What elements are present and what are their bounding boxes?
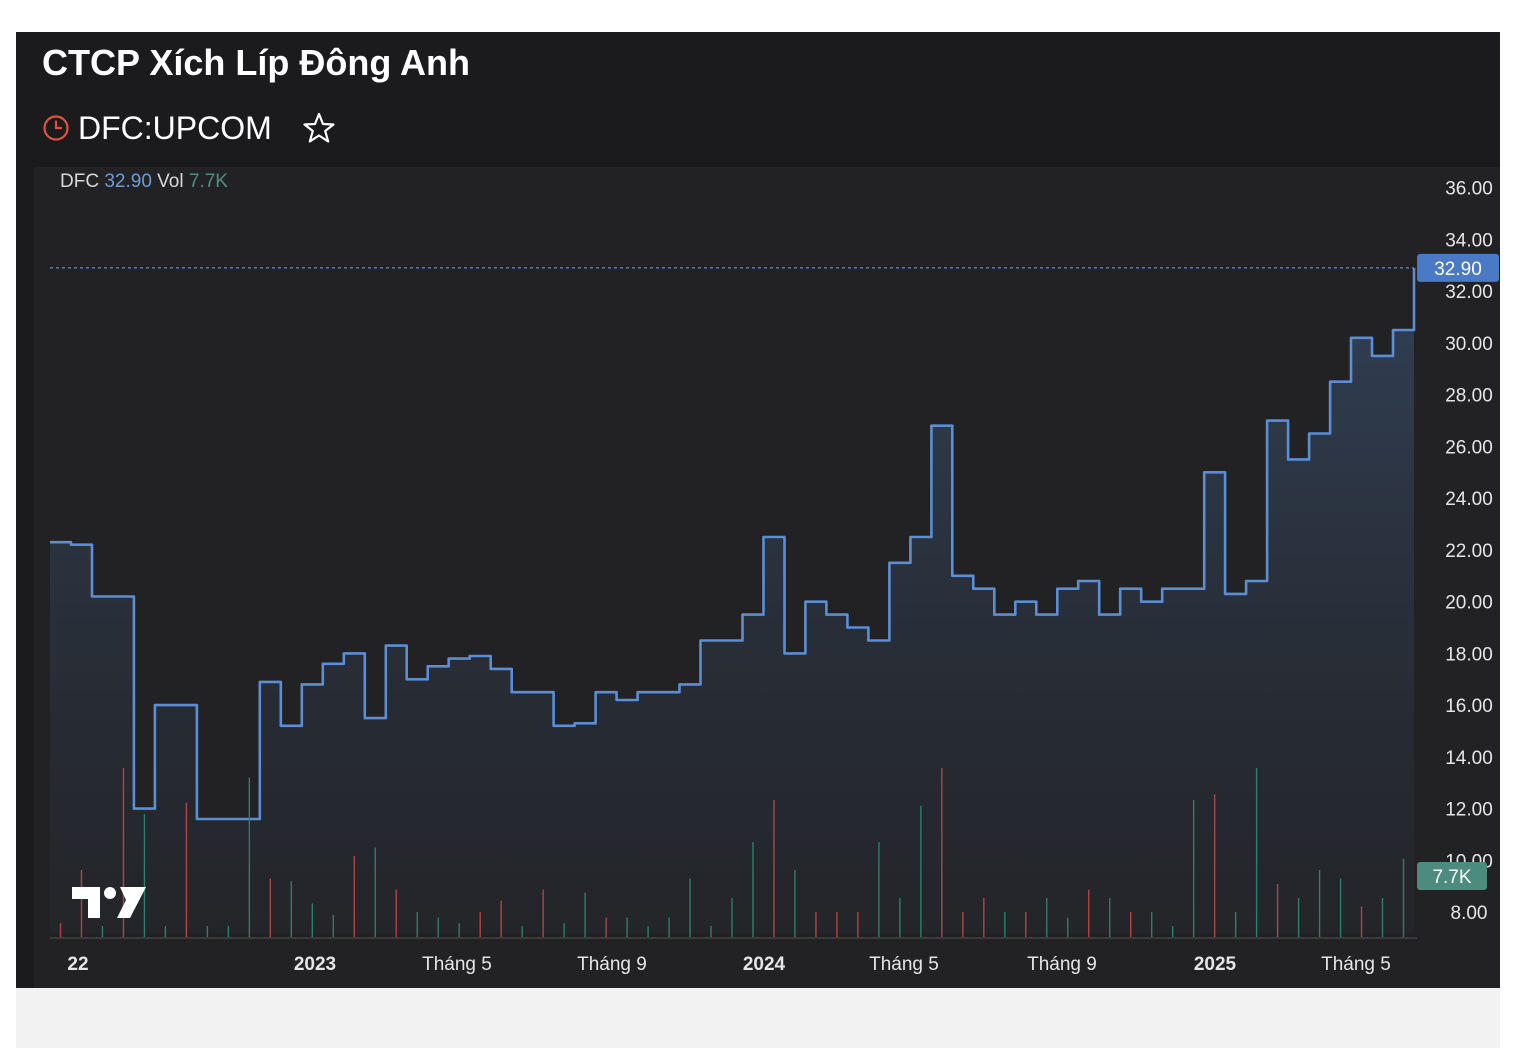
legend-price: 32.90 [104,171,152,192]
ticker-row: DFC:UPCOM [42,108,336,148]
chart-widget: CTCP Xích Líp Đông Anh DFC:UPCOM 36.00 34… [16,32,1500,988]
x-tick-label: Tháng 9 [577,954,647,975]
last-volume-label: 7.7K [1432,867,1471,888]
y-tick-label: 26.00 [1445,437,1493,458]
price-chart[interactable]: 36.00 34.00 32.00 30.00 28.00 26.00 24.00 22.00… [34,167,1500,988]
price-line [50,267,1416,821]
price-area [50,267,1414,933]
chart-area[interactable]: 36.00 34.00 32.00 30.00 28.00 26.00 24.00 22.00… [34,167,1500,988]
x-tick-label: 2025 [1194,954,1237,975]
y-tick-label: 28.00 [1445,386,1493,407]
y-tick-label: 16.00 [1445,696,1493,717]
legend-vol-value: 7.7K [188,171,228,192]
legend-symbol: DFC [60,171,100,192]
y-tick-label: 34.00 [1445,230,1493,251]
x-tick-label: Tháng 5 [422,954,492,975]
clock-icon [42,114,70,142]
chart-legend: DFC 32.90 Vol 7.7K [60,171,228,193]
y-tick-label: 30.00 [1445,334,1493,355]
y-tick-label: 12.00 [1445,800,1493,821]
star-icon[interactable] [302,111,336,145]
y-tick-label: 14.00 [1445,748,1493,769]
company-name: CTCP Xích Líp Đông Anh [42,42,470,83]
y-tick-label: 8.00 [1451,903,1488,924]
x-tick-label: Tháng 5 [1321,954,1391,975]
y-tick-label: 18.00 [1445,644,1493,665]
last-volume-badge [1417,862,1487,890]
x-tick-label: 2023 [294,954,336,975]
y-tick-label: 20.00 [1445,593,1493,614]
y-tick-label: 22.00 [1445,541,1493,562]
y-tick-label: 36.00 [1445,179,1493,200]
ticker-symbol[interactable]: DFC:UPCOM [78,109,272,146]
x-tick-label: 2024 [743,954,786,975]
x-tick-label: Tháng 9 [1027,954,1097,975]
last-price-label: 32.90 [1434,259,1482,280]
x-tick-label: 22 [67,954,88,975]
last-price-badge [1417,253,1499,282]
page-bottom-strip [16,988,1500,1048]
y-tick-label: 32.00 [1445,282,1493,303]
legend-vol-label: Vol [157,171,184,192]
x-tick-label: Tháng 5 [869,954,939,975]
y-tick-label: 24.00 [1445,489,1493,510]
tradingview-logo [72,887,146,918]
